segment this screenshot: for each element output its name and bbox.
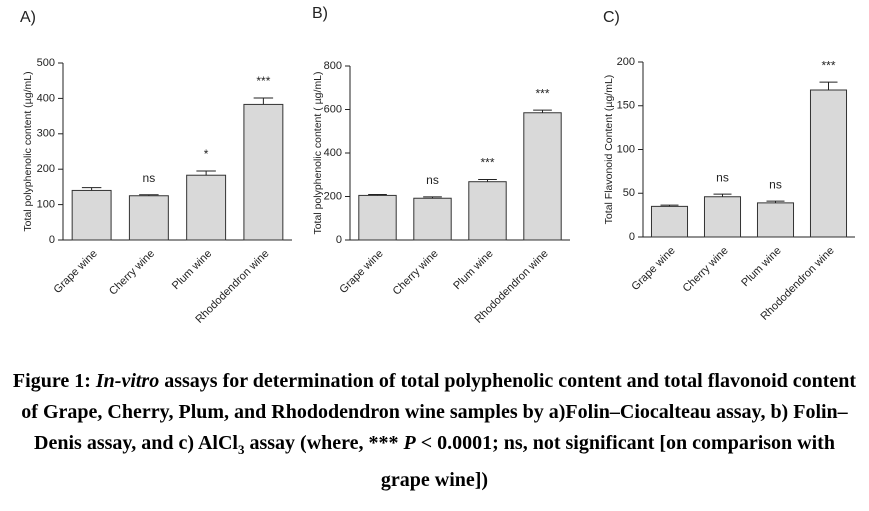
annotation: ns bbox=[716, 170, 729, 184]
x-tick-label: Grape wine bbox=[337, 248, 385, 296]
y-tick-label: 100 bbox=[617, 143, 635, 155]
y-tick-label: 200 bbox=[324, 190, 342, 202]
caption-text: P bbox=[403, 432, 416, 454]
annotation: *** bbox=[480, 156, 494, 170]
figure: A) Total polyphenolic content (µg/mL) 0 100… bbox=[20, 5, 855, 326]
y-axis-label: Total Flavonoid Content (µg/mL) bbox=[603, 75, 615, 225]
y-tick-label: 0 bbox=[336, 234, 342, 246]
x-tick-label: Plum wine bbox=[170, 248, 214, 292]
x-tick-label: Cherry wine bbox=[391, 248, 441, 298]
y-axis-label: Total polyphenolic content ( µg/mL) bbox=[312, 71, 324, 234]
panel-title: A) bbox=[20, 9, 36, 26]
annotation: *** bbox=[821, 58, 835, 72]
bar bbox=[650, 205, 689, 238]
bar bbox=[413, 197, 452, 241]
caption-text: 3 bbox=[237, 442, 245, 457]
caption-text: assays for determination of total polyph… bbox=[21, 370, 857, 454]
y-tick-label: 100 bbox=[37, 199, 55, 211]
caption-text: In-vitro bbox=[95, 370, 160, 392]
annotation: ns bbox=[426, 173, 439, 187]
annotation: * bbox=[204, 147, 209, 161]
caption-text: assay (where, *** bbox=[249, 432, 399, 454]
bar bbox=[523, 112, 562, 241]
bar bbox=[468, 181, 507, 241]
x-tick-label: Grape wine bbox=[629, 245, 677, 293]
y-tick-label: 500 bbox=[37, 57, 55, 69]
bar bbox=[703, 196, 742, 238]
x-tick-label: Cherry wine bbox=[107, 248, 157, 298]
x-tick-label: Grape wine bbox=[52, 248, 100, 296]
y-tick-label: 0 bbox=[49, 234, 55, 246]
y-tick-label: 400 bbox=[37, 92, 55, 104]
bar bbox=[358, 194, 397, 241]
bar bbox=[186, 174, 227, 241]
y-tick-label: 150 bbox=[617, 100, 635, 112]
y-tick-label: 300 bbox=[37, 128, 55, 140]
caption-label: Figure 1: bbox=[12, 370, 91, 392]
x-tick-label: Plum wine bbox=[451, 248, 495, 292]
annotation: ns bbox=[143, 171, 156, 185]
panel-title: B) bbox=[312, 5, 328, 22]
bar bbox=[756, 202, 795, 238]
y-tick-label: 50 bbox=[623, 187, 635, 199]
caption: Figure 1: In-vitro assays for determinat… bbox=[10, 366, 859, 496]
bar bbox=[243, 103, 284, 241]
x-tick-label: Plum wine bbox=[739, 245, 783, 289]
y-tick-label: 400 bbox=[324, 147, 342, 159]
y-tick-label: 0 bbox=[629, 231, 635, 243]
y-tick-label: 200 bbox=[37, 163, 55, 175]
annotation: *** bbox=[535, 86, 549, 100]
annotation: *** bbox=[256, 74, 270, 88]
y-axis-label: Total polyphenolic content (µg/mL) bbox=[22, 71, 34, 231]
x-tick-label: Cherry wine bbox=[681, 245, 731, 295]
y-tick-label: 800 bbox=[324, 60, 342, 72]
bar bbox=[128, 195, 169, 241]
caption-text: < 0.0001; ns, not significant [on compar… bbox=[380, 432, 835, 491]
bar bbox=[71, 189, 112, 241]
y-tick-label: 200 bbox=[617, 56, 635, 68]
y-tick-label: 600 bbox=[324, 103, 342, 115]
bar bbox=[809, 89, 848, 238]
panel-title: C) bbox=[603, 9, 620, 26]
annotation: ns bbox=[769, 177, 782, 191]
